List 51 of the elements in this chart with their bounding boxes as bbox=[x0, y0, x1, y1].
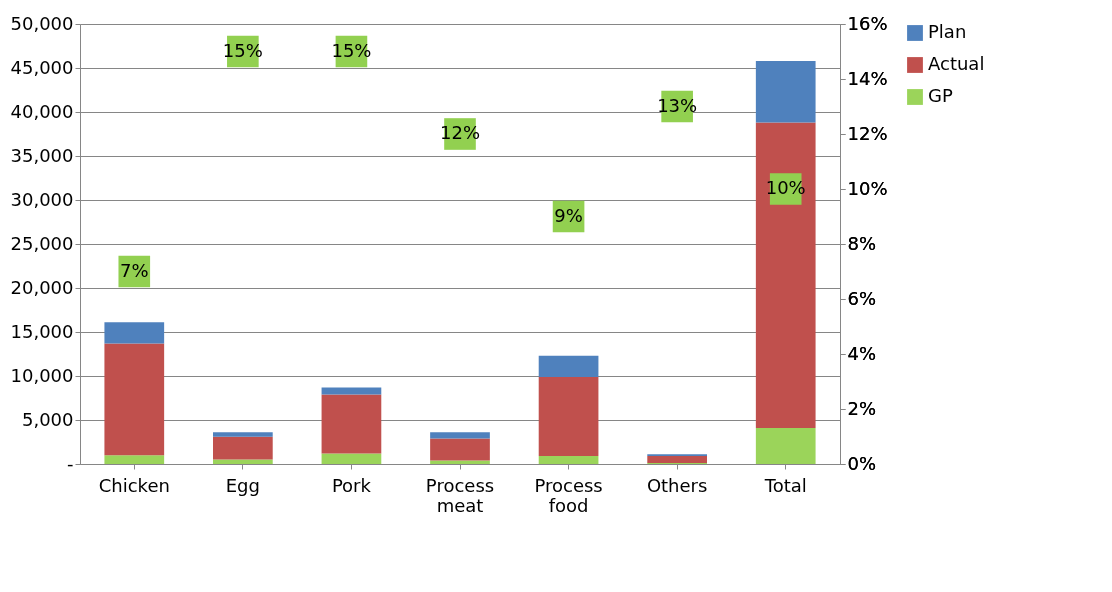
bar bbox=[755, 122, 816, 428]
y-tick-label: 25,000 bbox=[10, 232, 74, 254]
data-label: 7% bbox=[120, 259, 149, 281]
bar bbox=[321, 387, 382, 395]
x-tick-label: Egg bbox=[225, 474, 260, 496]
x-tick-label: Process food bbox=[534, 474, 603, 516]
y2-tick-label: 8% bbox=[847, 232, 877, 254]
bar bbox=[321, 394, 382, 454]
y-tick-label: 40,000 bbox=[10, 100, 74, 122]
bar bbox=[104, 322, 165, 344]
legend-label: GP bbox=[928, 85, 953, 106]
x-tick-label: Chicken bbox=[98, 474, 170, 496]
x-tick-label: Process meat bbox=[425, 474, 495, 516]
bar bbox=[538, 355, 599, 377]
y2-tick-label: 10% bbox=[847, 177, 888, 199]
y2-tick-label: 0% bbox=[847, 452, 877, 474]
legend-label: Actual bbox=[928, 53, 985, 74]
bar bbox=[321, 453, 382, 464]
y2-tick-label: 6% bbox=[847, 287, 877, 309]
bar bbox=[213, 459, 273, 464]
legend-label: Plan bbox=[928, 21, 967, 42]
bar bbox=[213, 436, 273, 460]
bar bbox=[430, 438, 490, 461]
bar bbox=[647, 456, 707, 464]
bar bbox=[213, 432, 273, 437]
y-tick-label: 50,000 bbox=[10, 12, 74, 34]
x-tick-label: Others bbox=[646, 474, 708, 496]
x-tick-label: Pork bbox=[331, 474, 372, 496]
bar bbox=[104, 343, 165, 456]
y2-tick-label: 16% bbox=[847, 12, 888, 34]
y-tick-label: 30,000 bbox=[10, 188, 74, 210]
y-tick-label: 45,000 bbox=[10, 56, 74, 78]
bar bbox=[755, 60, 816, 123]
y2-tick-label: 14% bbox=[847, 67, 888, 89]
y-tick-label: 5,000 bbox=[21, 408, 74, 430]
y2-tick-label: 2% bbox=[847, 397, 877, 419]
y-tick-label: - bbox=[67, 452, 74, 474]
y-tick-label: 20,000 bbox=[10, 276, 74, 298]
x-tick-label: Total bbox=[763, 474, 807, 496]
y2-tick-label: 4% bbox=[847, 342, 877, 364]
y2-tick-label: 12% bbox=[847, 122, 888, 144]
bar bbox=[755, 427, 816, 464]
bar bbox=[538, 456, 599, 464]
bar bbox=[430, 432, 490, 439]
data-label: 9% bbox=[554, 204, 583, 226]
bar bbox=[538, 376, 599, 457]
bar bbox=[104, 455, 165, 464]
y-tick-label: 15,000 bbox=[10, 320, 74, 342]
y-tick-label: 10,000 bbox=[10, 364, 74, 386]
bar bbox=[430, 460, 490, 464]
y-tick-label: 35,000 bbox=[10, 144, 74, 166]
